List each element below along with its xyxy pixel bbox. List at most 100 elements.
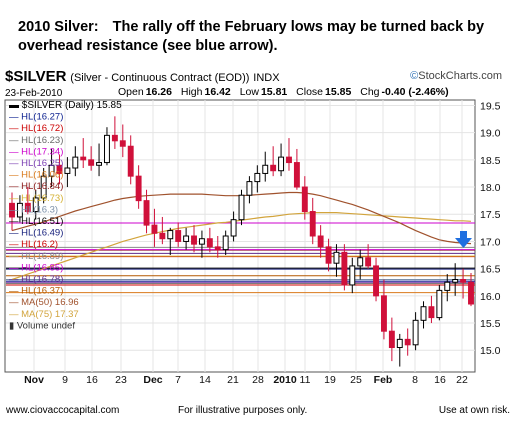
- candle-body: [183, 235, 190, 242]
- x-tick-label: 22: [456, 374, 468, 386]
- x-tick-label: 23: [115, 374, 127, 386]
- candle-body: [317, 235, 324, 248]
- y-tick-label: 19.5: [480, 100, 501, 112]
- open-value: 16.26: [145, 86, 172, 98]
- low-value: 15.81: [260, 86, 288, 98]
- symbol-description: (Silver - Continuous Contract (EOD)): [70, 72, 250, 84]
- brand-name: StockCharts.com: [418, 70, 502, 82]
- candle-body: [119, 140, 126, 147]
- candle-body: [96, 162, 103, 166]
- resistance-arrow-icon: [455, 231, 472, 248]
- x-axis: Nov 9 16 23 Dec 7 14 21 28 2010 11 19 25 Feb 8 16 22: [24, 374, 468, 386]
- candle-body: [452, 279, 459, 283]
- x-tick-label: 7: [175, 374, 181, 386]
- candle-body: [222, 235, 229, 251]
- x-tick-label: Dec: [143, 374, 162, 386]
- candle-body: [373, 265, 379, 297]
- candle-body: [262, 164, 269, 174]
- x-tick-label: 16: [86, 374, 98, 386]
- headline: 2010 Silver: The rally off the February l…: [18, 18, 508, 56]
- candle-body: [293, 162, 300, 188]
- footer-disclaimer: For illustrative purposes only.: [178, 405, 308, 416]
- candle-body: [380, 295, 387, 332]
- hline-legend-item: — HL(16.73): [9, 193, 63, 204]
- x-tick-label: 25: [350, 374, 362, 386]
- symbol-row: $SILVER (Silver - Continuous Contract (E…: [5, 68, 280, 85]
- main-series-label: ▬ $SILVER (Daily) 15.85: [9, 100, 122, 111]
- candle-body: [159, 232, 166, 240]
- candle-body: [341, 251, 348, 286]
- candle-body: [198, 238, 205, 245]
- candle-body: [206, 238, 213, 248]
- candle-body: [404, 338, 411, 346]
- candle-body: [270, 164, 277, 172]
- candle-body: [80, 156, 87, 161]
- high-value: 16.42: [204, 86, 231, 98]
- candle-body: [214, 246, 221, 251]
- candle-body: [143, 200, 150, 226]
- candles: [9, 116, 474, 367]
- y-axis: 15.0 15.5 16.0 16.5 17.0 17.5 18.0 18.5 19.0 19.5: [480, 100, 501, 357]
- hline-legend-item: — HL(16.06): [9, 170, 63, 181]
- x-tick-label: 8: [412, 374, 418, 386]
- candle-body: [286, 156, 292, 164]
- close-label: Close: [296, 86, 324, 98]
- headline-text: The rally off the February lows may be t…: [18, 19, 485, 54]
- y-tick-label: 18.0: [480, 182, 501, 194]
- brand-logo: ©StockCharts.com: [410, 70, 502, 82]
- candle-body: [64, 167, 71, 174]
- candle-body: [135, 175, 142, 202]
- hline-legend-item: — HL(16.37): [9, 286, 63, 297]
- hline-legend-item: — HL(16.78): [9, 274, 63, 285]
- y-tick-label: 18.5: [480, 155, 501, 167]
- x-tick-label: 9: [62, 374, 68, 386]
- candle-body: [388, 330, 395, 349]
- grid: [6, 100, 475, 372]
- candle-body: [325, 246, 332, 264]
- symbol: $SILVER: [5, 68, 67, 85]
- candle-body: [127, 145, 134, 177]
- candle-body: [16, 202, 23, 218]
- candle-body: [32, 197, 39, 213]
- hline-legend-item: — HL(16.27): [9, 112, 63, 123]
- ma-legend-item: — MA(50) 16.96: [9, 297, 79, 308]
- y-tick-label: 19.0: [480, 128, 501, 140]
- candle-body: [111, 134, 118, 142]
- hline-legend-item: — HL(16.2): [9, 239, 58, 250]
- candle-body: [349, 265, 356, 286]
- candle-body: [278, 156, 285, 172]
- volume-legend-item: ▮ Volume undef: [9, 320, 75, 331]
- candle-body: [88, 159, 95, 166]
- x-tick-label: 14: [199, 374, 211, 386]
- footer-website: www.ciovaccocapital.com: [6, 405, 120, 416]
- chart-date: 23-Feb-2010: [5, 88, 63, 99]
- candle-body: [396, 338, 403, 349]
- footer-risk: Use at own risk.: [438, 405, 510, 416]
- hline-legend-item: — HL(16.84): [9, 181, 63, 192]
- y-tick-label: 17.0: [480, 236, 501, 248]
- hline-legend-item: — HL(17.34): [9, 146, 63, 157]
- hline-legend-item: — HL(16.89): [9, 251, 63, 262]
- candle-body: [420, 306, 427, 321]
- candle-body: [9, 202, 15, 218]
- candle-body: [175, 230, 182, 242]
- chg-label: Chg: [360, 86, 380, 98]
- x-tick-label: 21: [227, 374, 239, 386]
- candle-body: [357, 257, 364, 267]
- candle-body: [104, 134, 110, 164]
- price-chart: 15.0 15.5 16.0 16.5 17.0 17.5 18.0 18.5 19.0 19.5…: [4, 99, 501, 386]
- candle-body: [333, 251, 340, 264]
- open-label: Open: [118, 86, 144, 98]
- candle-body: [365, 257, 372, 267]
- ohlc-summary: Open 16.26 High 16.42 Low 15.81 Close 15.85 …: [118, 86, 449, 98]
- candle-body: [40, 175, 47, 199]
- hline-legend-item: — HL(16.51): [9, 216, 63, 227]
- x-tick-label: Nov: [24, 374, 44, 386]
- candle-body: [246, 181, 253, 196]
- legend: ▬ $SILVER (Daily) 15.85— HL(16.27) — HL(1…: [9, 100, 122, 331]
- candle-body: [436, 289, 443, 319]
- hline-legend-item: — HL(16.49): [9, 228, 63, 239]
- candle-body: [56, 164, 63, 174]
- x-tick-label: 28: [252, 374, 264, 386]
- candle-body: [254, 172, 261, 183]
